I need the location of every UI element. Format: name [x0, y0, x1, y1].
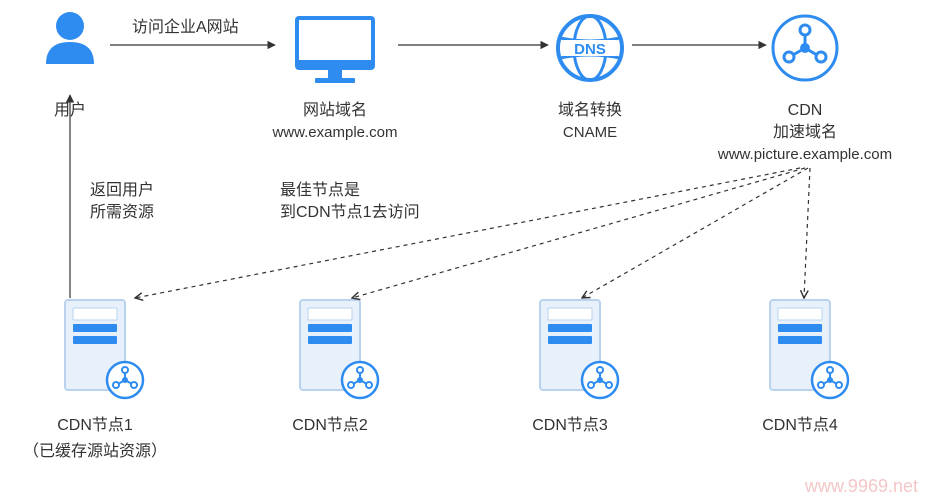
site-label-2: www.example.com [271, 124, 397, 141]
server-group [65, 300, 848, 398]
node2-label: CDN节点2 [292, 416, 368, 434]
cdn-label-2: 加速域名 [773, 123, 837, 141]
edge-cdn-node3 [582, 168, 808, 298]
edge-return-label-1: 返回用户 [90, 181, 154, 199]
edge-best-label-1: 最佳节点是 [280, 181, 360, 199]
dns-globe-icon: DNS [558, 16, 622, 80]
edges [70, 45, 810, 298]
cdn-label-1: CDN [788, 102, 823, 119]
user-label: 用户 [54, 101, 86, 119]
node1-label-1: CDN节点1 [57, 416, 133, 434]
edge-cdn-node1 [135, 168, 800, 298]
monitor-icon [297, 18, 373, 83]
svg-text:DNS: DNS [574, 41, 606, 58]
watermark: www.9969.net [804, 476, 918, 496]
node3-label: CDN节点3 [532, 416, 608, 434]
node4-label: CDN节点4 [762, 416, 838, 434]
server-node-3 [540, 300, 618, 398]
cdn-flow-diagram: DNS [0, 0, 926, 500]
user-icon [46, 12, 94, 64]
server-node-1 [65, 300, 143, 398]
dns-label-2: CNAME [563, 124, 617, 141]
server-node-4 [770, 300, 848, 398]
node1-label-2: （已缓存源站资源） [23, 442, 167, 460]
edge-user-site-label: 访问企业A网站 [132, 18, 239, 36]
cdn-label-3: www.picture.example.com [717, 146, 892, 163]
edge-cdn-node2 [352, 168, 805, 298]
edge-cdn-node4 [804, 168, 810, 298]
site-label-1: 网站域名 [303, 101, 367, 119]
edge-return-label-2: 所需资源 [90, 203, 154, 221]
server-node-2 [300, 300, 378, 398]
cdn-network-icon [773, 16, 837, 80]
edge-best-label-2: 到CDN节点1去访问 [280, 203, 420, 221]
dns-label-1: 域名转换 [558, 101, 622, 119]
